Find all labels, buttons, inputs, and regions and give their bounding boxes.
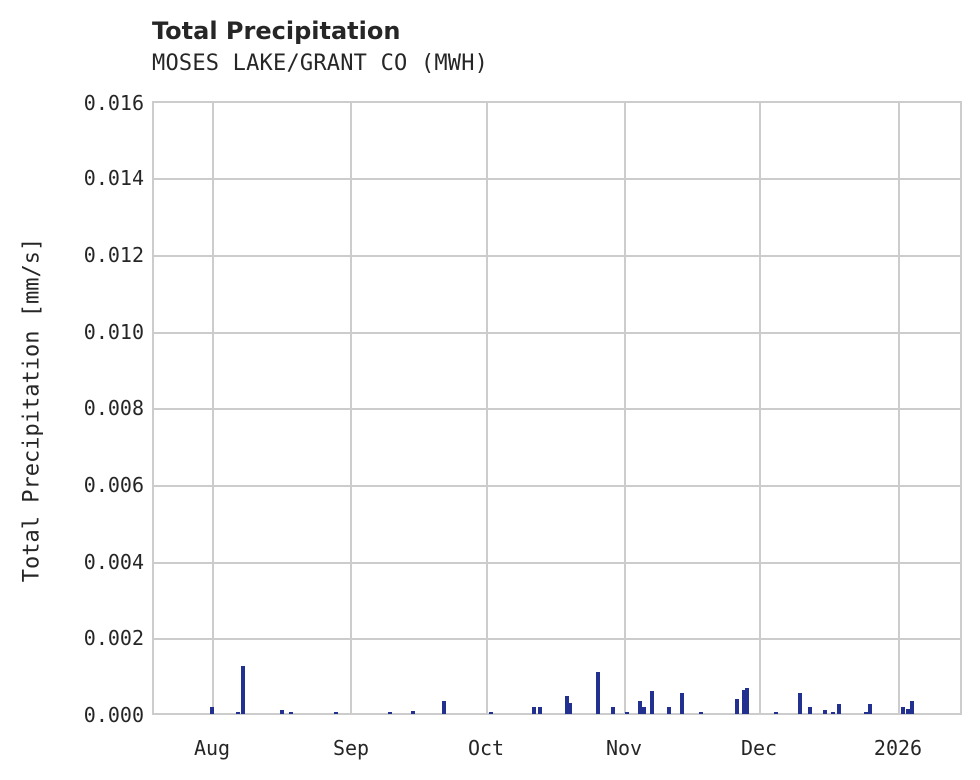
gridline-x-dec — [759, 103, 761, 713]
chart-title: Total Precipitation — [152, 17, 401, 45]
x-tick-label: 2026 — [873, 736, 923, 760]
x-tick-label: Nov — [605, 736, 643, 760]
gridline-x-sep — [350, 103, 352, 713]
y-tick-label: 0.002 — [83, 626, 144, 650]
gridline-y-0.010 — [154, 332, 960, 334]
y-axis-label: Total Precipitation [mm/s] — [19, 237, 45, 583]
y-tick-label: 0.014 — [83, 166, 144, 190]
gridline-x-2026 — [898, 103, 900, 713]
gridline-y-0.014 — [154, 178, 960, 180]
y-tick-label: 0.004 — [83, 550, 144, 574]
y-tick-label: 0.010 — [83, 320, 144, 344]
x-tick-label: Sep — [332, 736, 370, 760]
y-tick-label: 0.006 — [83, 473, 144, 497]
chart-subtitle: MOSES LAKE/GRANT CO (MWH) — [152, 51, 489, 76]
gridline-y-0.008 — [154, 408, 960, 410]
x-tick-label: Dec — [740, 736, 778, 760]
gridline-y-0.006 — [154, 485, 960, 487]
y-tick-label: 0.012 — [83, 243, 144, 267]
gridline-y-0.002 — [154, 638, 960, 640]
x-tick-label: Aug — [193, 736, 231, 760]
gridline-x-aug — [212, 103, 214, 713]
gridline-x-nov — [624, 103, 626, 713]
y-tick-label: 0.000 — [83, 703, 144, 727]
y-tick-label: 0.016 — [83, 91, 144, 115]
plot-area — [152, 101, 962, 715]
gridline-x-oct — [486, 103, 488, 713]
gridline-y-0.012 — [154, 255, 960, 257]
x-tick-label: Oct — [467, 736, 505, 760]
y-tick-label: 0.008 — [83, 396, 144, 420]
gridline-y-0.004 — [154, 562, 960, 564]
